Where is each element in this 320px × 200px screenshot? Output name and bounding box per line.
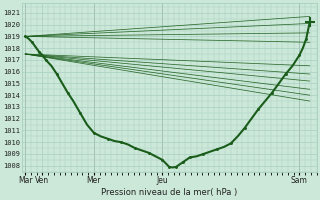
X-axis label: Pression niveau de la mer( hPa ): Pression niveau de la mer( hPa ) bbox=[101, 188, 237, 197]
